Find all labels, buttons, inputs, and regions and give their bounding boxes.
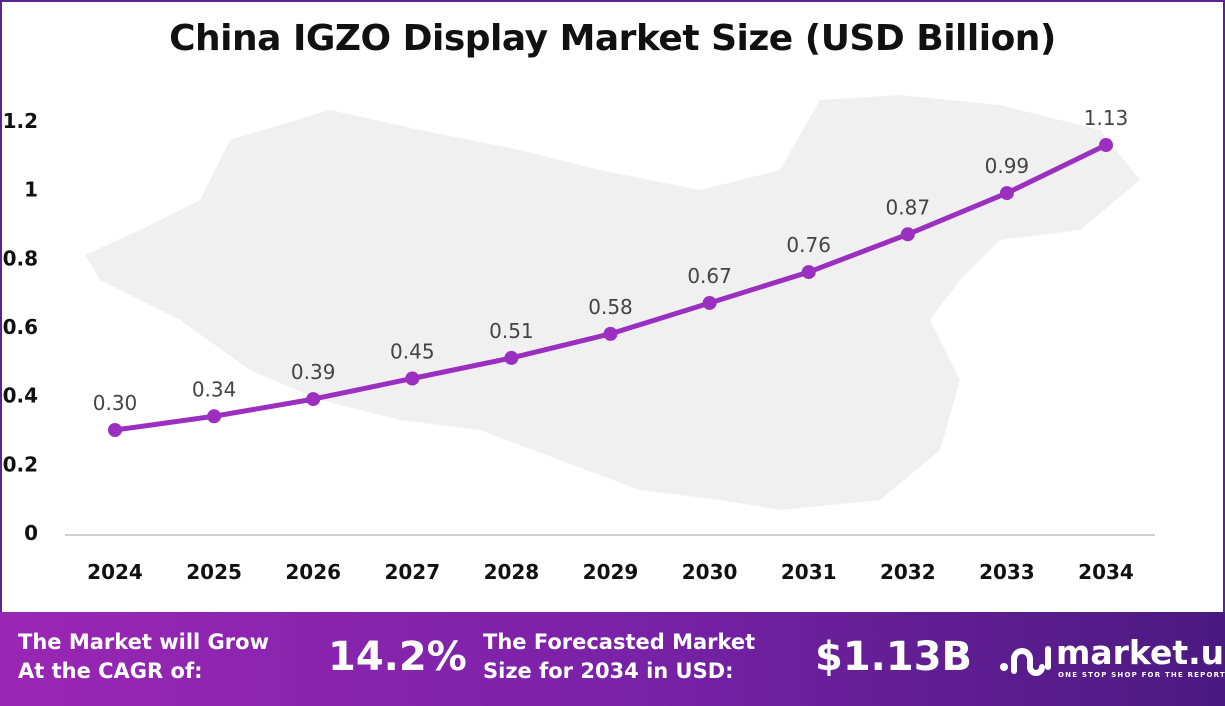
y-tick-label: 0.6 [3,315,38,339]
forecast-label-line2: Size for 2034 in USD: [483,659,734,683]
cagr-value: 14.2% [328,634,467,680]
data-label: 0.39 [291,360,336,384]
x-tick-label: 2027 [384,560,440,584]
market-us-logo: market.us ONE STOP SHOP FOR THE REPORTS [998,633,1225,687]
data-label: 0.30 [93,391,138,415]
footer-banner: The Market will Grow At the CAGR of: 14.… [0,612,1225,706]
cagr-label-line2: At the CAGR of: [18,659,203,683]
data-label: 0.45 [390,340,435,364]
data-label: 0.51 [489,319,534,343]
data-point [999,186,1014,201]
forecast-label: The Forecasted Market Size for 2034 in U… [483,628,755,686]
data-point [306,392,321,407]
logo-tagline: ONE STOP SHOP FOR THE REPORTS [1058,671,1225,679]
data-label: 0.34 [192,377,237,401]
x-tick-label: 2031 [781,560,837,584]
data-point [900,227,915,242]
china-map-background [85,95,1140,510]
chart-title: China IGZO Display Market Size (USD Bill… [169,18,1056,59]
x-tick-label: 2024 [87,560,143,584]
data-point [108,423,122,437]
cagr-label: The Market will Grow At the CAGR of: [18,628,269,686]
logo-name: market.us [1056,633,1225,672]
line-chart: 0 0.2 0.4 0.6 0.8 1 1.2 2024 2025 2026 2027 2028 202… [3,95,1155,584]
data-point [405,371,420,386]
y-tick-label: 0.2 [3,452,38,476]
y-tick-label: 0.8 [3,246,38,270]
y-tick-label: 1 [24,178,38,202]
y-tick-label: 1.2 [3,109,38,133]
x-tick-label: 2025 [186,560,242,584]
data-label: 0.87 [886,195,931,219]
x-tick-label: 2026 [285,560,341,584]
x-tick-label: 2029 [583,560,639,584]
data-label: 0.67 [687,264,732,288]
data-point [801,265,816,280]
x-tick-label: 2033 [979,560,1035,584]
data-point [504,350,519,365]
x-tick-label: 2032 [880,560,936,584]
x-tick-label: 2034 [1078,560,1134,584]
y-tick-label: 0.4 [3,384,38,408]
data-point [603,326,618,341]
x-tick-label: 2030 [682,560,738,584]
data-label: 0.76 [786,233,831,257]
forecast-value: $1.13B [815,634,973,680]
forecast-label-line1: The Forecasted Market [483,630,756,654]
cagr-label-line1: The Market will Grow [18,630,269,654]
data-point [1099,138,1113,153]
data-point [702,295,717,310]
data-label: 0.99 [985,154,1030,178]
data-point [207,409,222,424]
data-label: 1.13 [1084,106,1129,130]
data-label: 0.58 [588,295,633,319]
logo-mark-icon [1000,646,1051,676]
x-tick-label: 2028 [484,560,540,584]
y-tick-label: 0 [24,521,38,545]
